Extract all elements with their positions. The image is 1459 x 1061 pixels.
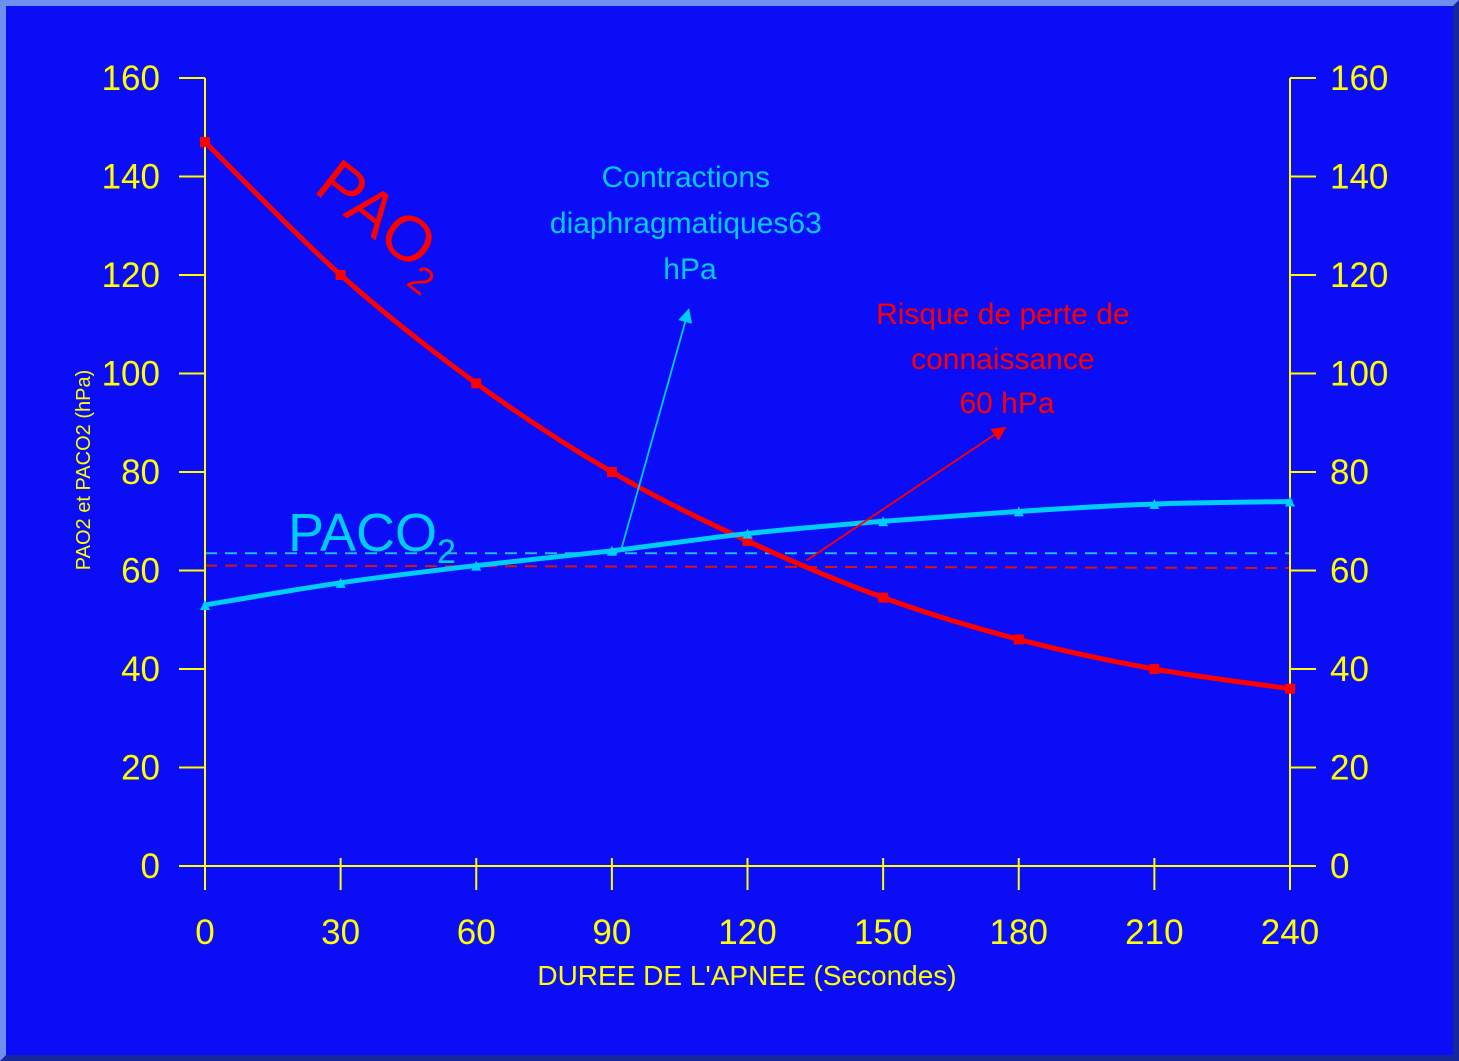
data-point-paco2 <box>878 516 889 527</box>
x-axis-title: DUREE DE L'APNEE (Secondes) <box>537 960 956 991</box>
data-point-paco2 <box>1013 506 1024 517</box>
data-point-paco2 <box>1285 496 1295 507</box>
data-point-pao2 <box>1285 683 1295 694</box>
x-tick-label: 30 <box>321 913 360 952</box>
data-point-paco2 <box>471 560 482 571</box>
data-point-pao2 <box>1149 664 1160 674</box>
data-point-pao2 <box>1013 634 1024 645</box>
y-tick-label-right: 140 <box>1330 158 1388 197</box>
y-tick-label-right: 20 <box>1330 749 1369 788</box>
y-axis-title: PAO2 et PACO2 (hPa) <box>73 370 95 570</box>
y-tick-label-right: 80 <box>1330 453 1369 492</box>
reference-line-2 <box>204 564 1291 570</box>
annotation-risque: Risque de perte de connaissance 60 hPa <box>876 298 1138 420</box>
y-tick-label-right: 60 <box>1330 552 1369 591</box>
y-tick-label-left: 120 <box>102 256 160 295</box>
x-tick-label: 150 <box>854 913 912 952</box>
annotations <box>620 308 1007 562</box>
x-tick-label: 180 <box>990 913 1048 952</box>
series-label-paco2: PACO2 <box>288 503 456 571</box>
y-tick-label-right: 160 <box>1330 59 1388 98</box>
annotation-arrow-2 <box>805 426 1007 562</box>
data-point-paco2 <box>606 545 617 556</box>
y-tick-label-left: 20 <box>121 749 160 788</box>
y-tick-label-left: 40 <box>121 650 160 689</box>
annotation-contractions: Contractions diaphragmatiques63 hPa <box>550 161 830 286</box>
x-tick-label: 240 <box>1261 913 1319 952</box>
data-point-pao2 <box>878 592 889 603</box>
data-point-paco2 <box>200 599 210 610</box>
x-tick-label: 90 <box>592 913 631 952</box>
x-tick-label: 210 <box>1125 913 1183 952</box>
series-label-pao2: PAO2 <box>297 145 468 304</box>
series-group <box>200 137 1295 694</box>
data-point-pao2 <box>606 467 617 477</box>
data-point-pao2 <box>335 270 346 280</box>
data-point-paco2 <box>742 528 753 539</box>
y-tick-label-right: 0 <box>1330 847 1349 886</box>
y-tick-label-left: 160 <box>102 59 160 98</box>
y-tick-label-left: 100 <box>102 355 160 394</box>
x-tick-label: 0 <box>195 913 214 952</box>
y-tick-label-left: 60 <box>121 552 160 591</box>
y-tick-label-right: 40 <box>1330 650 1369 689</box>
y-tick-label-left: 140 <box>102 158 160 197</box>
x-tick-label: 120 <box>718 913 776 952</box>
data-point-paco2 <box>1149 499 1160 510</box>
y-tick-label-left: 80 <box>121 453 160 492</box>
data-point-paco2 <box>335 577 346 588</box>
data-point-pao2 <box>471 378 482 389</box>
y-tick-label-right: 100 <box>1330 355 1388 394</box>
x-tick-label: 60 <box>457 913 496 952</box>
annotation-arrow-1 <box>620 308 693 552</box>
data-point-pao2 <box>742 535 753 546</box>
y-tick-label-right: 120 <box>1330 256 1388 295</box>
data-point-pao2 <box>200 137 210 148</box>
axes: 0 20 40 60 80 100 120 140 160 0 20 40 60 80 100 120 140 1… <box>102 59 1389 952</box>
reference-lines <box>204 552 1291 570</box>
y-tick-label-left: 0 <box>141 847 160 886</box>
